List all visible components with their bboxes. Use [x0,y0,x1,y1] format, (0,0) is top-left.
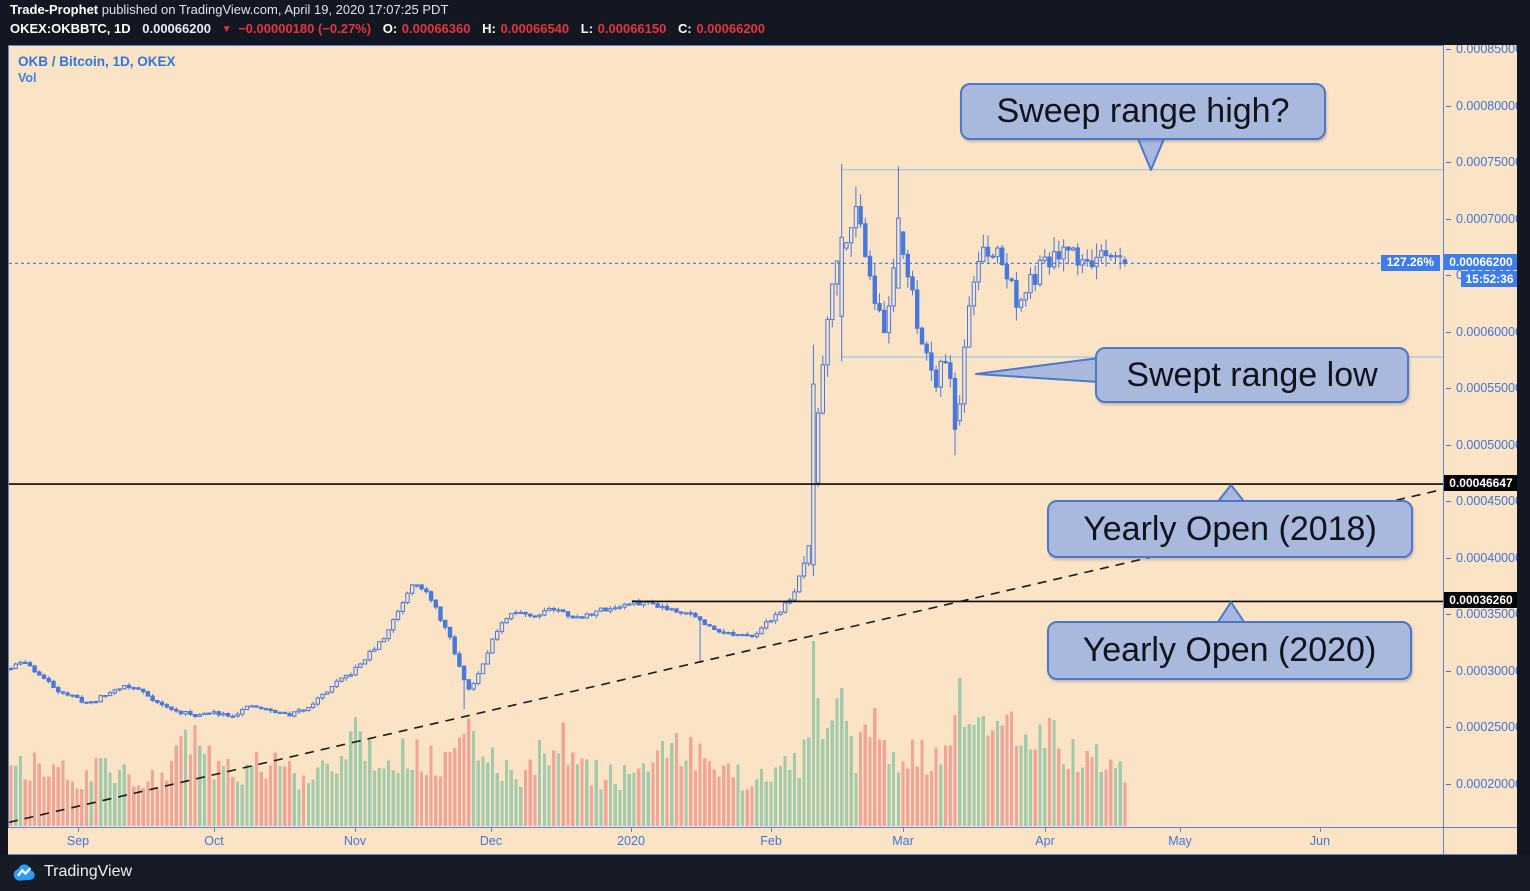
price-axis[interactable]: 0.00020000 0.00025000 0.00030000 0.00035000… [1443,45,1517,827]
legend-symbol[interactable]: OKB / Bitcoin, 1D, OKEX [18,54,176,69]
chart-legend[interactable]: OKB / Bitcoin, 1D, OKEX Vol [18,53,176,87]
month-tick [491,828,492,832]
price-tick-label: 0.00050000 [1446,438,1517,453]
footer-bar: TradingView [0,855,1530,891]
month-label: Sep [66,834,90,848]
month-label: Dec [479,834,503,848]
price-tick-label: 0.00070000 [1446,212,1517,227]
month-tick [1320,828,1321,832]
price-tick-label: 0.00025000 [1446,720,1517,735]
price-tick-label: 0.00030000 [1446,664,1517,679]
price-tick-label: 0.00045000 [1446,494,1517,509]
publish-info: published on TradingView.com, April 19, … [98,2,449,17]
month-tick [903,828,904,832]
price-tick-label: 0.00020000 [1446,777,1517,792]
time-axis[interactable]: Sep Oct Nov Dec 2020 Feb Mar Apr May Jun [8,827,1517,855]
current-price-tag: 0.00066200 [1444,254,1517,270]
ticker-last-price: 0.00066200 [142,21,211,36]
close-value: 0.00066200 [696,21,766,36]
month-label: Nov [343,834,367,848]
month-label: 2020 [617,834,645,848]
callout-swept-range-low[interactable]: Swept range low [1095,347,1409,403]
price-tick-label: 0.00055000 [1446,381,1517,396]
ticker-change: −0.00000180 (−0.27%) [238,21,372,36]
ticker-symbol: OKEX:OKBBTC, 1D [10,21,131,36]
high-label: H: [482,21,496,36]
price-tag-yearly-2020: 0.00036260 [1444,592,1517,608]
low-value: 0.00066150 [597,21,667,36]
volume-bars [9,641,1127,826]
month-tick [1180,828,1181,832]
open-label: O: [382,21,398,36]
month-tick [1045,828,1046,832]
month-label: May [1168,834,1192,848]
month-tick [214,828,215,832]
price-tick-label: 0.00080000 [1446,99,1517,114]
author-name: Trade-Prophet [10,2,99,17]
price-tag-yearly-2018: 0.00046647 [1444,475,1517,491]
high-value: 0.00066540 [500,21,570,36]
tradingview-brand-text[interactable]: TradingView [44,863,133,880]
month-tick [355,828,356,832]
month-label: Mar [892,834,914,848]
tradingview-logo-icon[interactable] [12,860,38,891]
open-value: 0.00066360 [401,21,471,36]
callout-sweep-range-high[interactable]: Sweep range high? [960,83,1326,140]
chart-pane[interactable]: OKB / Bitcoin, 1D, OKEX Vol Sweep range … [8,45,1443,827]
publish-bar: Trade-Prophet published on TradingView.c… [10,2,448,19]
chart-canvas[interactable] [9,46,1443,827]
axis-corner-divider [1443,828,1444,854]
legend-volume[interactable]: Vol [18,71,37,85]
callout-yearly-open-2020[interactable]: Yearly Open (2020) [1047,621,1412,680]
percent-change-tag: 127.26% [1380,255,1440,271]
month-tick [631,828,632,832]
price-tick-label: 0.00085000 [1446,45,1517,57]
callout-tail [975,357,1100,383]
low-label: L: [580,21,594,36]
month-label: Apr [1035,834,1055,848]
candles [9,163,1128,718]
month-label: Jun [1309,834,1331,848]
close-label: C: [677,21,692,36]
month-label: Feb [760,834,782,848]
month-label: Oct [204,834,224,848]
month-tick [771,828,772,832]
callout-yearly-open-2018[interactable]: Yearly Open (2018) [1047,500,1413,558]
bar-countdown-tag: 15:52:36 [1461,271,1517,287]
price-tick-label: 0.00040000 [1446,551,1517,566]
ticker-bar: OKEX:OKBBTC, 1D 0.00066200 ▼ −0.00000180… [10,21,773,39]
down-triangle-icon: ▼ [221,24,232,35]
price-tick-label: 0.00035000 [1446,607,1517,622]
price-tick-label: 0.00060000 [1446,325,1517,340]
price-tick-label: 0.00075000 [1446,155,1517,170]
month-tick [78,828,79,832]
